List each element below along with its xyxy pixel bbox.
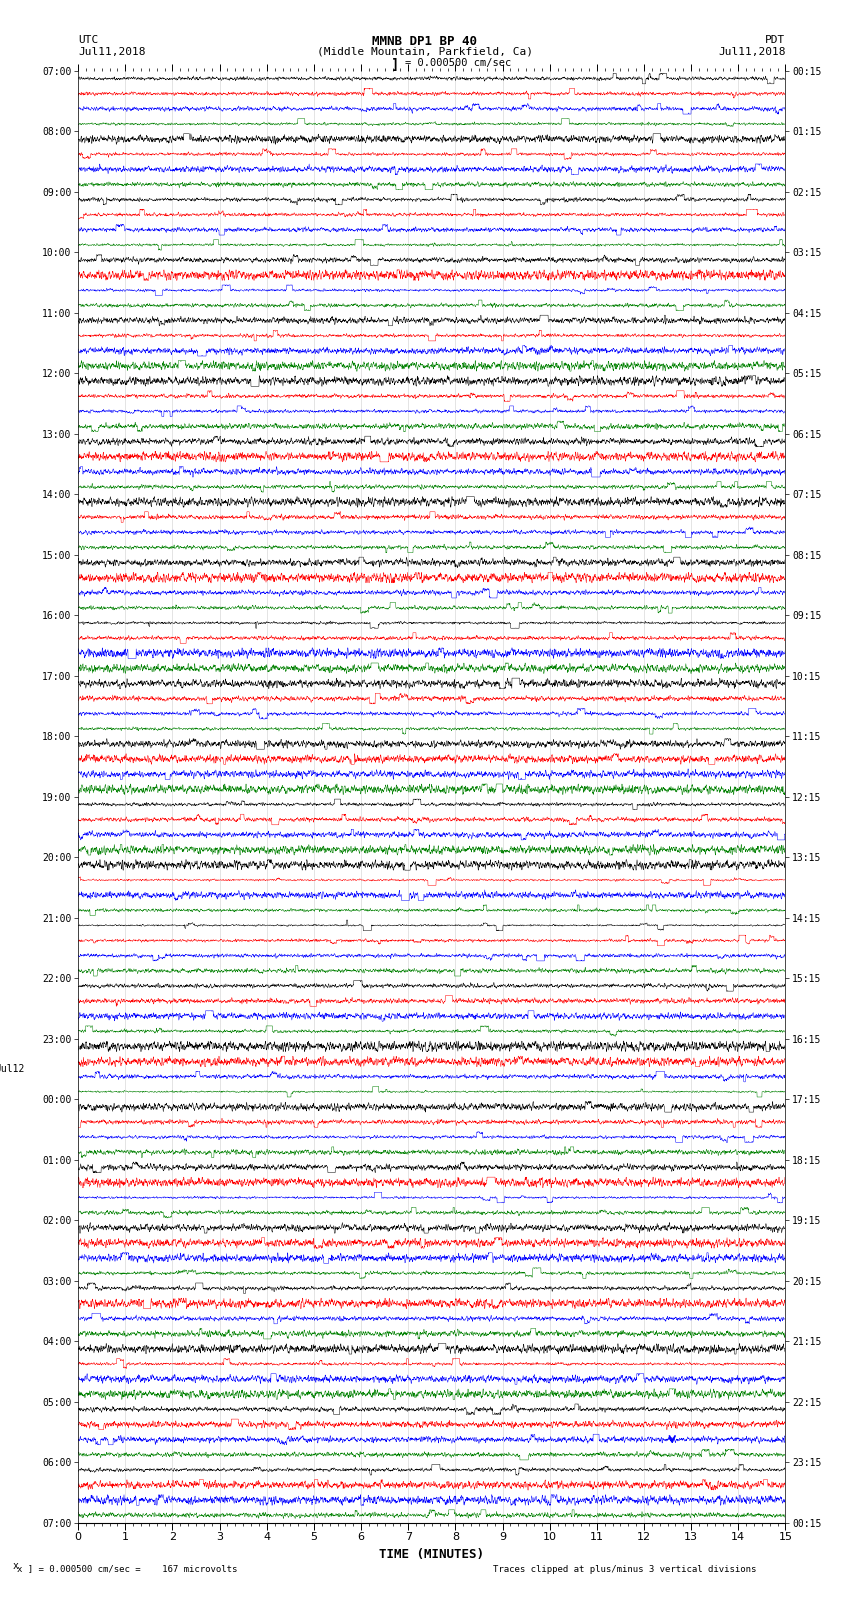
Text: Jul12: Jul12 (0, 1065, 26, 1074)
Text: Jul11,2018: Jul11,2018 (718, 47, 785, 56)
Text: MMNB DP1 BP 40: MMNB DP1 BP 40 (372, 35, 478, 48)
Text: Jul11,2018: Jul11,2018 (78, 47, 145, 56)
Text: ]: ] (391, 58, 399, 73)
Text: (Middle Mountain, Parkfield, Ca): (Middle Mountain, Parkfield, Ca) (317, 47, 533, 56)
Text: x ] = 0.000500 cm/sec =    167 microvolts: x ] = 0.000500 cm/sec = 167 microvolts (17, 1565, 237, 1574)
Text: PDT: PDT (765, 35, 785, 45)
Text: Traces clipped at plus/minus 3 vertical divisions: Traces clipped at plus/minus 3 vertical … (493, 1565, 756, 1574)
Text: = 0.000500 cm/sec: = 0.000500 cm/sec (405, 58, 512, 68)
Text: x: x (13, 1561, 19, 1571)
X-axis label: TIME (MINUTES): TIME (MINUTES) (379, 1548, 484, 1561)
Text: UTC: UTC (78, 35, 99, 45)
